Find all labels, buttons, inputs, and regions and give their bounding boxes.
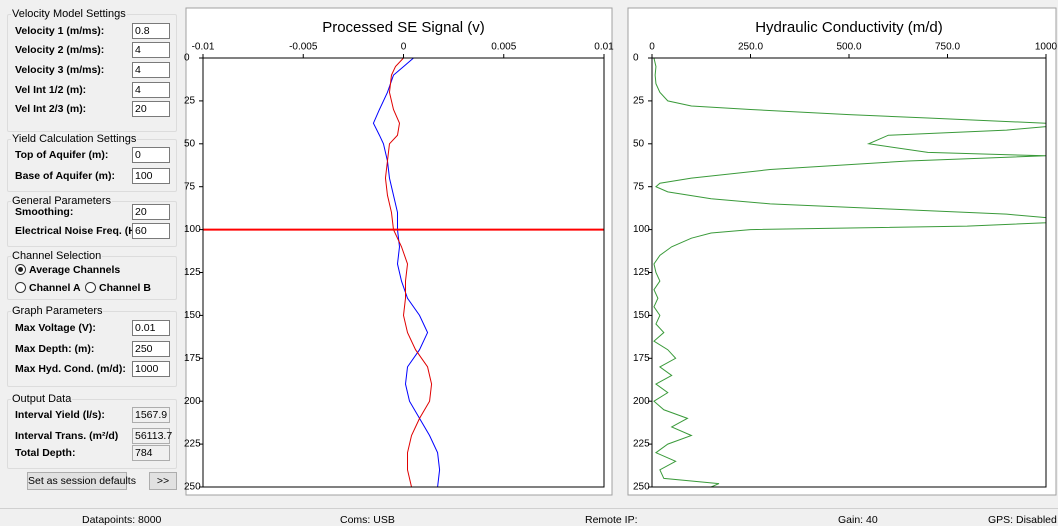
status-bar: Datapoints: 8000 Coms: USB Remote IP: Gain:… — [0, 508, 1058, 526]
status-text: GPS: Disabled — [988, 514, 1057, 526]
text-input[interactable]: 20 — [132, 101, 170, 117]
y-tick-label: 25 — [184, 96, 196, 107]
y-tick-label: 175 — [633, 353, 650, 364]
field-label: Velocity 2 (m/ms): — [15, 44, 105, 56]
x-tick-label: 0.01 — [594, 42, 614, 53]
expand-button[interactable]: >> — [149, 472, 177, 490]
field-label: Max Voltage (V): — [15, 322, 96, 334]
y-tick-label: 50 — [184, 138, 196, 149]
y-tick-label: 0 — [633, 53, 639, 64]
group-title: Yield Calculation Settings — [11, 133, 138, 145]
text-input[interactable]: 784 — [132, 445, 170, 461]
text-input[interactable]: 0.01 — [132, 320, 170, 336]
y-tick-label: 50 — [633, 138, 645, 149]
text-input[interactable]: 4 — [132, 42, 170, 58]
radio-label[interactable]: Channel B — [99, 282, 151, 294]
chart-title: Hydraulic Conductivity (m/d) — [755, 19, 943, 36]
radio-label[interactable]: Average Channels — [29, 264, 121, 276]
text-input[interactable]: 100 — [132, 168, 170, 184]
y-tick-label: 125 — [184, 267, 201, 278]
signal-line — [653, 58, 1046, 487]
y-tick-label: 250 — [633, 482, 650, 493]
y-tick-label: 225 — [184, 439, 201, 450]
group-title: Channel Selection — [11, 250, 103, 262]
x-tick-label: 0.005 — [491, 42, 516, 53]
x-tick-label: 750.0 — [935, 42, 960, 53]
y-tick-label: 150 — [184, 310, 201, 321]
text-input[interactable]: 0 — [132, 147, 170, 163]
field-label: Velocity 3 (m/ms): — [15, 64, 105, 76]
status-text: Gain: 40 — [838, 514, 878, 526]
x-tick-label: 250.0 — [738, 42, 763, 53]
field-label: Electrical Noise Freq. (Hz): — [15, 225, 149, 237]
field-label: Interval Yield (l/s): — [15, 409, 105, 421]
x-tick-label: 0 — [649, 42, 655, 53]
text-input[interactable]: 4 — [132, 82, 170, 98]
y-tick-label: 100 — [633, 224, 650, 235]
y-tick-label: 75 — [633, 181, 645, 192]
status-text: Coms: USB — [340, 514, 395, 526]
y-tick-label: 0 — [184, 53, 190, 64]
field-label: Vel Int 2/3 (m): — [15, 103, 87, 115]
y-tick-label: 25 — [633, 96, 645, 107]
y-tick-label: 175 — [184, 353, 201, 364]
text-input[interactable]: 1000 — [132, 361, 170, 377]
plot-lines — [372, 58, 441, 487]
plot-border — [651, 57, 1047, 488]
y-tick-label: 125 — [633, 267, 650, 278]
radio-button[interactable] — [85, 282, 96, 293]
text-input[interactable]: 20 — [132, 204, 170, 220]
x-tick-label: 1000 — [1035, 42, 1058, 53]
field-label: Max Depth: (m): — [15, 343, 95, 355]
y-tick-label: 150 — [633, 310, 650, 321]
plot-border — [202, 57, 605, 488]
field-label: Smoothing: — [15, 206, 74, 218]
x-tick-label: 0 — [401, 42, 407, 53]
x-tick-label: 500.0 — [836, 42, 861, 53]
group-title: General Parameters — [11, 195, 113, 207]
text-input[interactable]: 250 — [132, 341, 170, 357]
y-tick-label: 75 — [184, 181, 196, 192]
status-text: Remote IP: — [585, 514, 638, 526]
text-input[interactable]: 4 — [132, 62, 170, 78]
x-tick-label: -0.01 — [192, 42, 215, 53]
plot-lines — [653, 58, 1046, 487]
field-label: Vel Int 1/2 (m): — [15, 84, 87, 96]
radio-button[interactable] — [15, 282, 26, 293]
radio-dot — [18, 267, 23, 272]
field-label: Velocity 1 (m/ms): — [15, 25, 105, 37]
text-input[interactable]: 60 — [132, 223, 170, 239]
group-title: Output Data — [11, 393, 73, 405]
radio-button[interactable] — [15, 264, 26, 275]
field-label: Top of Aquifer (m): — [15, 149, 109, 161]
group-title: Velocity Model Settings — [11, 8, 127, 20]
status-text: Datapoints: 8000 — [82, 514, 162, 526]
y-tick-label: 225 — [633, 439, 650, 450]
x-tick-label: -0.005 — [289, 42, 318, 53]
signal-line — [372, 58, 441, 487]
text-input[interactable]: 56113.7 — [132, 428, 172, 444]
session-defaults-button[interactable]: Set as session defaults — [27, 472, 136, 490]
field-label: Total Depth: — [15, 447, 76, 459]
radio-label[interactable]: Channel A — [29, 282, 81, 294]
signal-line — [384, 58, 433, 487]
group-box — [7, 399, 177, 469]
field-label: Interval Trans. (m²/d) — [15, 430, 119, 442]
y-tick-label: 200 — [633, 396, 650, 407]
text-input[interactable]: 0.8 — [132, 23, 170, 39]
charts: Processed SE Signal (v) -0.01 -0.005 0 0.005… — [184, 7, 1058, 496]
settings-panel: Velocity Model Settings Velocity 1 (m/ms)… — [0, 0, 182, 500]
y-tick-label: 100 — [184, 224, 201, 235]
y-tick-label: 200 — [184, 396, 201, 407]
field-label: Base of Aquifer (m): — [15, 170, 115, 182]
text-input[interactable]: 1567.9 — [132, 407, 170, 423]
y-tick-label: 250 — [184, 482, 201, 493]
chart-title: Processed SE Signal (v) — [322, 19, 485, 36]
group-title: Graph Parameters — [11, 305, 104, 317]
chart-frame — [627, 7, 1057, 496]
field-label: Max Hyd. Cond. (m/d): — [15, 363, 126, 375]
